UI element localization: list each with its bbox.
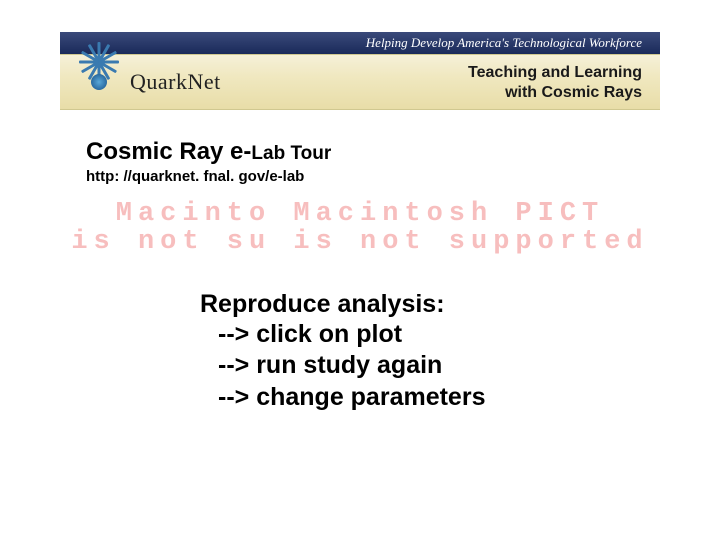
- banner-tagline: Helping Develop America's Technological …: [60, 32, 660, 54]
- watermark-line-2: is not su is not supported: [0, 228, 720, 256]
- title-suffix: Lab Tour: [251, 143, 331, 164]
- subtitle-line-2: with Cosmic Rays: [468, 83, 642, 103]
- watermark-line-1: Macinto Macintosh PICT: [0, 200, 720, 228]
- title-block: Cosmic Ray e-Lab Tour http: //quarknet. …: [86, 138, 331, 185]
- body-step-2: --> run study again: [218, 350, 485, 381]
- page-title: Cosmic Ray e-Lab Tour: [86, 138, 331, 166]
- body-step-3: --> change parameters: [218, 382, 485, 413]
- banner-subtitle: Teaching and Learning with Cosmic Rays: [468, 63, 642, 103]
- body-heading: Reproduce analysis:: [200, 290, 485, 319]
- brand-text: QuarkNet: [130, 69, 221, 95]
- title-main: Cosmic Ray e-: [86, 138, 251, 165]
- logo: QuarkNet: [78, 61, 221, 103]
- body-step-1: --> click on plot: [218, 319, 485, 350]
- header-banner: Helping Develop America's Technological …: [60, 32, 660, 110]
- banner-body: QuarkNet Teaching and Learning with Cosm…: [60, 54, 660, 110]
- body-block: Reproduce analysis: --> click on plot --…: [200, 290, 485, 413]
- burst-icon: [78, 61, 120, 103]
- url-text: http: //quarknet. fnal. gov/e-lab: [86, 168, 331, 185]
- watermark: Macinto Macintosh PICT is not su is not …: [0, 200, 720, 257]
- subtitle-line-1: Teaching and Learning: [468, 63, 642, 83]
